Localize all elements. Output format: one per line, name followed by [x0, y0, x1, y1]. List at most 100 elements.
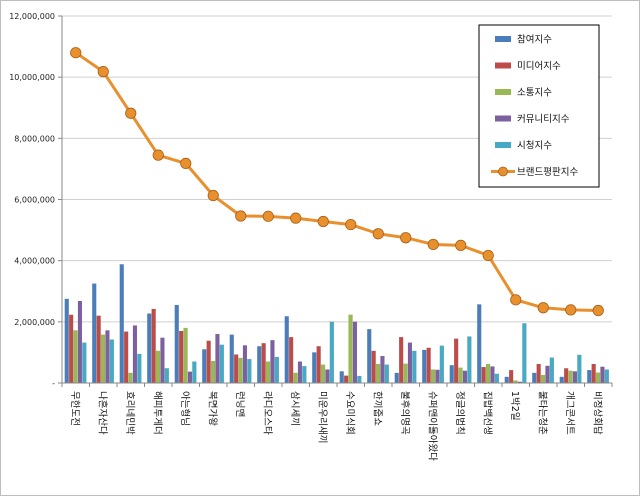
y-tick-label: - — [52, 379, 55, 388]
line-point — [592, 304, 604, 317]
y-tick-label: 10,000,000 — [9, 73, 55, 82]
bar — [109, 339, 114, 384]
bar — [73, 330, 78, 384]
bar — [367, 329, 372, 384]
y-tick-label: 4,000,000 — [14, 257, 55, 266]
category-label: 미운우리새끼 — [316, 391, 327, 443]
legend-label: 커뮤니티지수 — [517, 114, 570, 125]
bar — [302, 366, 307, 384]
bar — [77, 300, 83, 384]
legend-label: 소통지수 — [517, 88, 552, 99]
category-label: 슈퍼맨이돌아왔다 — [426, 391, 437, 461]
bar — [92, 283, 97, 384]
line-point — [125, 107, 137, 119]
bar — [343, 375, 349, 384]
line-point — [235, 210, 247, 222]
bar — [384, 364, 390, 384]
line-point — [97, 66, 109, 78]
bar — [572, 371, 578, 384]
bar — [270, 340, 275, 384]
bar — [274, 356, 280, 384]
y-axis: - 2,000,000 4,000,000 6,000,000 8,000,000 10,… — [9, 12, 63, 388]
bar — [96, 315, 101, 384]
bar — [600, 366, 605, 384]
legend-box — [478, 24, 600, 188]
category-label: 1박2일 — [509, 391, 520, 421]
legend-swatch — [495, 115, 511, 122]
y-tick-label: 6,000,000 — [14, 196, 55, 205]
bar — [137, 353, 142, 384]
bar — [100, 334, 106, 384]
legend-swatch — [495, 142, 511, 148]
bar — [435, 369, 440, 384]
bar — [69, 314, 74, 384]
bar — [587, 370, 592, 384]
line-point — [510, 294, 522, 306]
line-point — [372, 228, 384, 240]
bar — [192, 361, 197, 384]
legend-swatch — [495, 89, 511, 95]
bar — [403, 363, 408, 384]
bar — [604, 369, 609, 384]
bar — [394, 372, 399, 384]
bar — [481, 366, 486, 384]
bar — [559, 376, 564, 384]
legend-swatch — [495, 36, 511, 42]
bar — [325, 369, 330, 384]
category-label: 런닝맨 — [234, 391, 245, 417]
x-axis: 무한도전 나혼자산다 효리네민박 해피투게더 아는형님 복면가왕 런닝맨 라디오스타 삼시세끼 미… — [61, 382, 613, 461]
bar — [210, 360, 216, 384]
line-point — [345, 218, 357, 231]
category-label: 정글의법칙 — [454, 391, 465, 435]
bar — [549, 357, 554, 384]
line-point — [317, 215, 329, 228]
bar — [320, 364, 326, 384]
bar — [312, 352, 317, 384]
category-label: 한끼줍쇼 — [371, 391, 382, 426]
legend-marker — [498, 166, 508, 177]
category-label: 효리네민박 — [124, 391, 135, 435]
bar — [293, 372, 298, 384]
category-label: 무한도전 — [69, 391, 80, 426]
bar — [64, 298, 69, 384]
bar — [124, 331, 129, 384]
category-label: 비정상회담 — [591, 391, 603, 435]
bar — [540, 374, 546, 384]
category-label: 불후의명곡 — [399, 391, 410, 435]
bar — [426, 347, 431, 384]
bar — [155, 350, 161, 384]
bar — [160, 337, 165, 384]
y-tick-label: 2,000,000 — [14, 318, 55, 327]
bar — [380, 355, 385, 384]
category-label: 해피투게더 — [151, 391, 163, 435]
bar — [178, 330, 184, 384]
bar — [128, 372, 133, 384]
bar — [490, 366, 495, 384]
bar — [242, 345, 248, 384]
bar — [257, 346, 262, 384]
line-point — [427, 238, 439, 251]
legend-label: 브랜드평판지수 — [517, 167, 578, 178]
bar — [174, 304, 179, 384]
bar — [151, 308, 156, 384]
bar — [119, 264, 124, 384]
category-label: 복면가왕 — [206, 391, 217, 426]
bar — [215, 333, 220, 384]
line-point — [455, 239, 467, 251]
bar — [357, 375, 362, 384]
bar — [183, 327, 188, 384]
line-point — [400, 232, 412, 244]
bar — [202, 349, 207, 384]
bar — [508, 370, 514, 384]
bar — [577, 354, 582, 384]
bar — [407, 342, 413, 384]
bar — [522, 323, 527, 384]
bar — [147, 313, 152, 384]
bar — [238, 357, 243, 384]
bar — [398, 336, 404, 384]
bar — [288, 336, 294, 384]
category-label: 수요미식회 — [344, 391, 355, 435]
line-point — [537, 302, 549, 314]
